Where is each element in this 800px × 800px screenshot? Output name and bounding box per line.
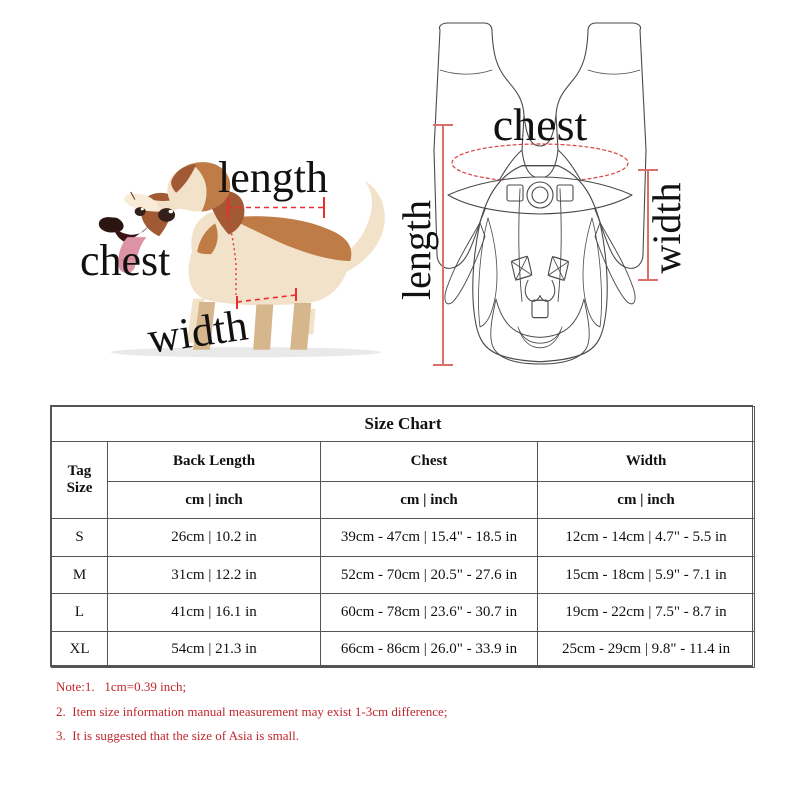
svg-text:chest: chest — [80, 236, 170, 285]
svg-text:length: length — [218, 153, 328, 202]
svg-text:length: length — [400, 200, 439, 300]
svg-text:width: width — [644, 182, 689, 273]
svg-text:chest: chest — [493, 99, 588, 150]
